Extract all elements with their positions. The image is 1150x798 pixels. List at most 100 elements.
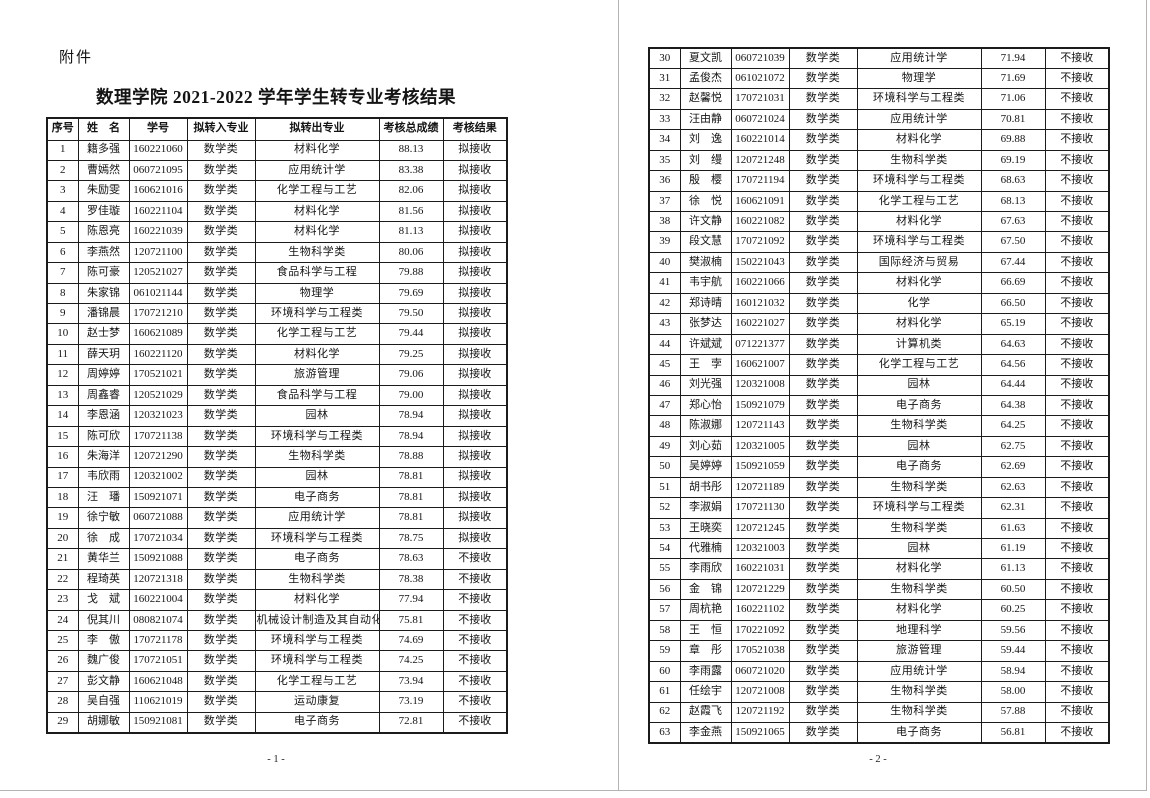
cell-major-in: 数学类 [788, 701, 858, 723]
cell-no: 22 [46, 568, 79, 591]
cell-score: 78.75 [378, 527, 444, 550]
table-row: 34 刘 逸 160221014 数学类 材料化学 69.88 不接收 [648, 129, 1110, 151]
cell-major-out: 环境科学与工程类 [856, 231, 982, 253]
cell-student-id: 120721245 [730, 517, 790, 540]
cell-result: 不接收 [1044, 47, 1110, 69]
cell-no: 62 [648, 701, 681, 723]
cell-student-id: 120521027 [128, 262, 188, 284]
cell-result: 拟接收 [442, 507, 508, 529]
cell-name: 赵馨悦 [679, 88, 732, 110]
cell-major-out: 电子商务 [254, 486, 380, 509]
cell-score: 58.94 [980, 660, 1046, 683]
cell-name: 罗佳璇 [77, 200, 130, 223]
cell-result: 拟接收 [442, 139, 508, 161]
cell-no: 23 [46, 589, 79, 611]
cell-no: 60 [648, 660, 681, 683]
cell-student-id: 150921079 [730, 394, 790, 417]
cell-name: 吴自强 [77, 691, 130, 713]
cell-major-in: 数学类 [186, 446, 256, 468]
cell-student-id: 160621091 [730, 190, 790, 213]
cell-score: 83.38 [378, 159, 444, 182]
header-cell-no: 序号 [46, 117, 79, 141]
table-row: 59 章 彤 170521038 数学类 旅游管理 59.44 不接收 [648, 640, 1110, 662]
cell-name: 籍多强 [77, 139, 130, 161]
table-row: 42 郑诗晴 160121032 数学类 化学 66.50 不接收 [648, 292, 1110, 315]
cell-name: 刘光强 [679, 374, 732, 396]
cell-name: 李雨露 [679, 660, 732, 683]
cell-result: 拟接收 [442, 302, 508, 325]
cell-score: 78.94 [378, 405, 444, 427]
cell-student-id: 160621007 [730, 354, 790, 376]
cell-no: 24 [46, 609, 79, 632]
cell-no: 33 [648, 108, 681, 131]
cell-student-id: 160221066 [730, 272, 790, 294]
cell-major-in: 数学类 [186, 405, 256, 427]
cell-score: 62.31 [980, 497, 1046, 519]
cell-score: 82.06 [378, 180, 444, 202]
cell-major-out: 材料化学 [856, 313, 982, 335]
cell-result: 不接收 [1044, 701, 1110, 723]
cell-no: 41 [648, 272, 681, 294]
cell-no: 1 [46, 139, 79, 161]
table-row: 21 黄华兰 150921088 数学类 电子商务 78.63 不接收 [46, 548, 508, 570]
cell-major-in: 数学类 [186, 507, 256, 529]
cell-major-out: 生物科学类 [856, 476, 982, 499]
table-row: 41 韦宇航 160221066 数学类 材料化学 66.69 不接收 [648, 272, 1110, 294]
cell-no: 39 [648, 231, 681, 253]
cell-student-id: 160221014 [730, 129, 790, 151]
cell-score: 79.50 [378, 302, 444, 325]
cell-major-out: 生物科学类 [856, 701, 982, 723]
cell-result: 不接收 [442, 589, 508, 611]
table-row: 63 李金燕 150921065 数学类 电子商务 56.81 不接收 [648, 721, 1110, 744]
cell-major-in: 数学类 [788, 599, 858, 621]
cell-student-id: 170221092 [730, 619, 790, 642]
cell-name: 李金燕 [679, 721, 732, 744]
cell-major-in: 数学类 [186, 466, 256, 488]
cell-score: 79.06 [378, 364, 444, 386]
table-row: 44 许斌斌 071221377 数学类 计算机类 64.63 不接收 [648, 333, 1110, 356]
cell-major-out: 材料化学 [254, 343, 380, 366]
cell-name: 周婷婷 [77, 364, 130, 386]
cell-name: 李燕然 [77, 241, 130, 264]
cell-major-out: 园林 [856, 435, 982, 458]
cell-student-id: 150921071 [128, 486, 188, 509]
cell-result: 拟接收 [442, 364, 508, 386]
table-row: 5 陈恩亮 160221039 数学类 材料化学 81.13 拟接收 [46, 221, 508, 243]
cell-student-id: 080821074 [128, 609, 188, 632]
table-row: 10 赵士梦 160621089 数学类 化学工程与工艺 79.44 拟接收 [46, 323, 508, 345]
table-row: 1 籍多强 160221060 数学类 材料化学 88.13 拟接收 [46, 139, 508, 161]
table-row: 50 吴婷婷 150921059 数学类 电子商务 62.69 不接收 [648, 456, 1110, 478]
table-row: 48 陈淑娜 120721143 数学类 生物科学类 64.25 不接收 [648, 415, 1110, 437]
cell-student-id: 060721088 [128, 507, 188, 529]
cell-student-id: 120721192 [730, 701, 790, 723]
cell-major-in: 数学类 [186, 302, 256, 325]
results-table-page1: 序号姓 名学号 拟转入专业 拟转出专业 考核总成绩 考核结果 1 籍多强 160221060… [46, 117, 508, 734]
cell-score: 78.81 [378, 466, 444, 488]
table-row: 47 郑心怡 150921079 数学类 电子商务 64.38 不接收 [648, 394, 1110, 417]
cell-major-in: 数学类 [186, 609, 256, 632]
cell-major-in: 数学类 [186, 650, 256, 672]
cell-name: 朱海洋 [77, 446, 130, 468]
cell-student-id: 170721130 [730, 497, 790, 519]
cell-major-out: 电子商务 [254, 548, 380, 570]
cell-major-out: 应用统计学 [856, 108, 982, 131]
cell-name: 李雨欣 [679, 558, 732, 580]
cell-score: 67.63 [980, 210, 1046, 233]
table-row: 33 汪由静 060721024 数学类 应用统计学 70.81 不接收 [648, 108, 1110, 131]
cell-no: 42 [648, 292, 681, 315]
cell-major-out: 化学工程与工艺 [254, 180, 380, 202]
table-row: 7 陈可豪 120521027 数学类 食品科学与工程 79.88 拟接收 [46, 262, 508, 284]
table-row: 49 刘心茹 120321005 数学类 园林 62.75 不接收 [648, 435, 1110, 458]
cell-name: 周杭艳 [679, 599, 732, 621]
cell-major-out: 生物科学类 [856, 149, 982, 172]
cell-name: 许文静 [679, 210, 732, 233]
cell-major-out: 材料化学 [856, 558, 982, 580]
table-row: 30 夏文凯 060721039 数学类 应用统计学 71.94 不接收 [648, 47, 1110, 69]
cell-student-id: 160221039 [128, 221, 188, 243]
cell-student-id: 160221104 [128, 200, 188, 223]
cell-major-out: 食品科学与工程 [254, 384, 380, 407]
cell-major-in: 数学类 [186, 589, 256, 611]
cell-major-out: 机械设计制造及其自动化 [254, 609, 380, 632]
cell-no: 8 [46, 282, 79, 305]
cell-major-out: 材料化学 [254, 221, 380, 243]
